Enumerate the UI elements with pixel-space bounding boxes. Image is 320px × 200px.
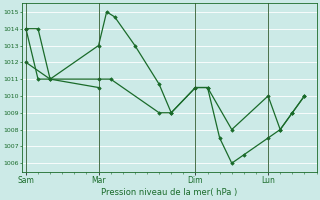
X-axis label: Pression niveau de la mer( hPa ): Pression niveau de la mer( hPa )	[101, 188, 237, 197]
